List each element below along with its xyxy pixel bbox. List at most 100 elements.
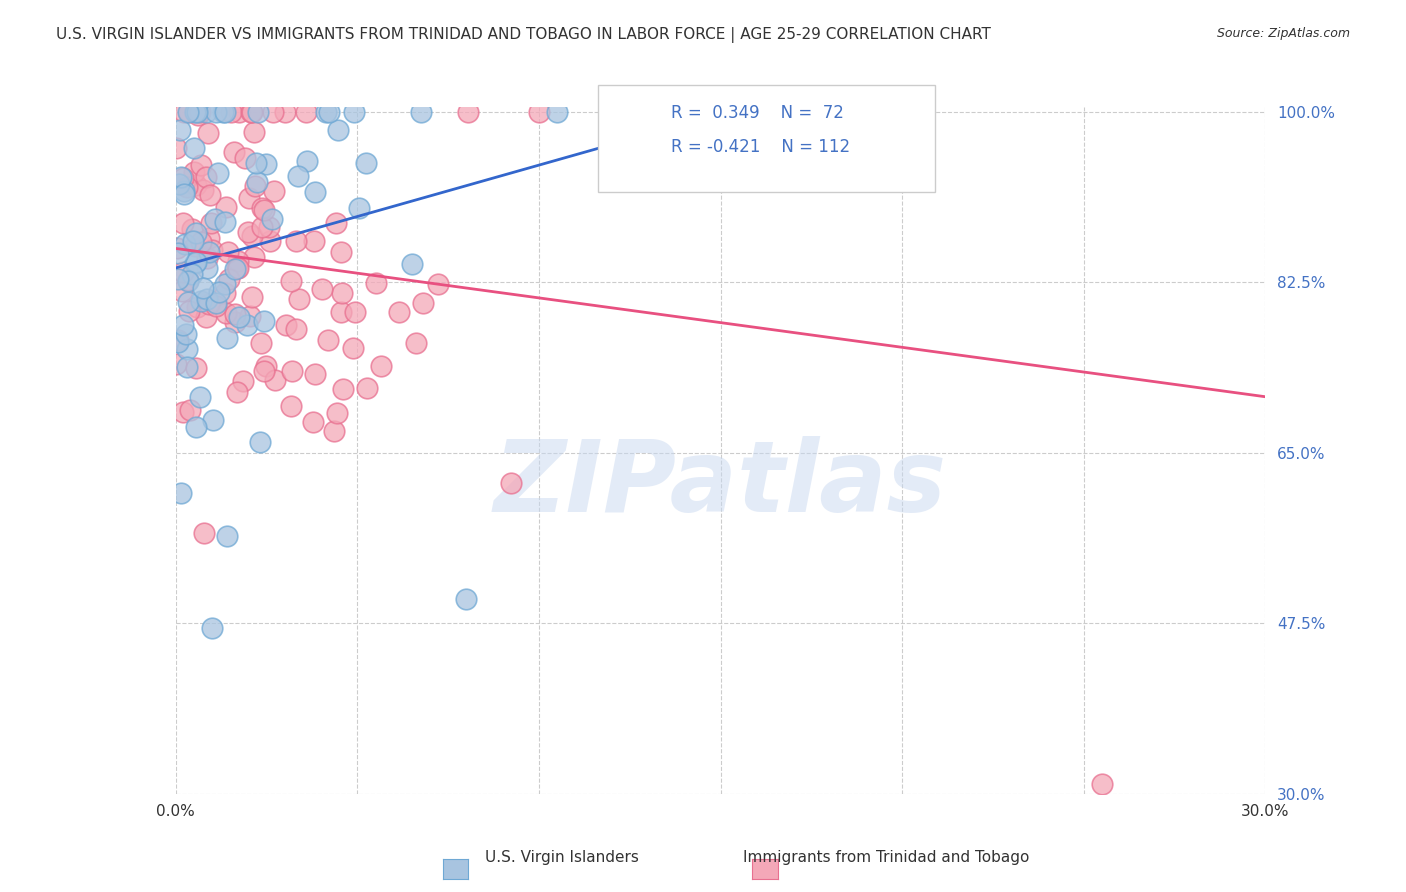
Point: [245, 155, 267, 169]
Point: [259, 234, 281, 248]
Point: [184, 226, 207, 240]
Point: [174, 327, 197, 342]
Point: [323, 424, 346, 438]
Point: [194, 310, 217, 325]
Point: [165, 357, 187, 371]
Point: [252, 202, 274, 216]
Point: [236, 318, 259, 333]
Point: [167, 271, 190, 285]
Point: [274, 318, 297, 332]
Point: [280, 274, 302, 288]
Point: [172, 265, 194, 279]
Point: [295, 153, 318, 168]
Point: [205, 104, 228, 119]
Point: [228, 104, 250, 119]
Point: [285, 235, 308, 249]
Point: [201, 621, 224, 635]
Point: [315, 104, 337, 119]
Point: [232, 375, 254, 389]
Point: [179, 403, 201, 417]
Point: [214, 104, 236, 119]
Point: [254, 156, 277, 170]
Point: [238, 225, 260, 239]
Point: [370, 359, 392, 373]
Point: [184, 420, 207, 434]
Point: [326, 123, 349, 137]
Point: [181, 267, 204, 281]
Point: [224, 261, 246, 276]
Point: [778, 104, 800, 119]
Point: [177, 104, 200, 119]
Point: [201, 412, 224, 426]
Point: [240, 104, 263, 119]
Point: [280, 399, 302, 413]
Point: [281, 364, 304, 378]
Point: [172, 318, 194, 332]
Point: [172, 405, 194, 419]
Point: [183, 141, 205, 155]
Point: [198, 230, 221, 244]
Point: [405, 335, 427, 350]
Point: [183, 165, 205, 179]
Point: [195, 260, 218, 275]
Point: [184, 178, 207, 193]
Point: [427, 277, 450, 292]
Point: [218, 272, 240, 286]
Text: U.S. Virgin Islanders: U.S. Virgin Islanders: [485, 850, 640, 865]
Point: [219, 104, 242, 119]
Point: [412, 296, 434, 310]
Point: [250, 336, 273, 351]
Point: [184, 254, 207, 268]
Point: [342, 341, 364, 355]
Bar: [628, 101, 664, 128]
Point: [195, 251, 218, 265]
Point: [239, 309, 262, 323]
Point: [411, 104, 433, 119]
Point: [205, 299, 228, 313]
Point: [225, 385, 247, 400]
Point: [240, 104, 263, 119]
Text: R =  0.349    N =  72: R = 0.349 N = 72: [671, 104, 844, 122]
Point: [190, 235, 212, 250]
Point: [330, 286, 353, 301]
Point: [177, 272, 200, 286]
Point: [253, 314, 276, 328]
Point: [190, 294, 212, 309]
Point: [172, 284, 194, 298]
Point: [499, 476, 522, 491]
Point: [208, 285, 231, 300]
Point: [253, 203, 276, 218]
Point: [195, 293, 218, 307]
Point: [194, 104, 217, 119]
Point: [188, 104, 211, 119]
Point: [263, 184, 285, 198]
Point: [166, 333, 188, 347]
Text: ZIPatlas: ZIPatlas: [494, 436, 948, 533]
Point: [302, 415, 325, 429]
Point: [662, 104, 685, 119]
Point: [215, 200, 238, 214]
Point: [876, 104, 898, 119]
Point: [249, 435, 271, 450]
Point: [214, 285, 236, 300]
Point: [173, 184, 195, 198]
Point: [215, 330, 238, 344]
Point: [177, 295, 200, 310]
Point: [304, 185, 326, 199]
Point: [190, 158, 212, 172]
Point: [262, 104, 284, 119]
Point: [194, 170, 217, 185]
Point: [224, 307, 246, 321]
Point: [224, 315, 246, 329]
Point: [242, 229, 264, 244]
Point: [173, 187, 195, 202]
Point: [198, 187, 221, 202]
Point: [177, 104, 200, 119]
Point: [329, 245, 352, 260]
Point: [260, 212, 283, 227]
Point: [602, 104, 624, 119]
Point: [214, 215, 236, 229]
Point: [257, 219, 280, 234]
Point: [456, 592, 478, 607]
Point: [201, 243, 224, 257]
